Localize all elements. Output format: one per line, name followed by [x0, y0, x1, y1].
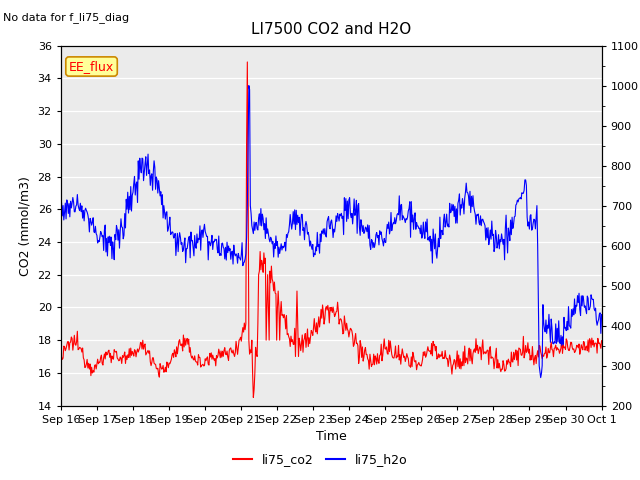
X-axis label: Time: Time: [316, 430, 347, 443]
Text: EE_flux: EE_flux: [69, 60, 114, 73]
Legend: li75_co2, li75_h2o: li75_co2, li75_h2o: [228, 448, 412, 471]
Text: No data for f_li75_diag: No data for f_li75_diag: [3, 12, 129, 23]
Y-axis label: CO2 (mmol/m3): CO2 (mmol/m3): [19, 176, 32, 276]
Title: LI7500 CO2 and H2O: LI7500 CO2 and H2O: [251, 23, 412, 37]
